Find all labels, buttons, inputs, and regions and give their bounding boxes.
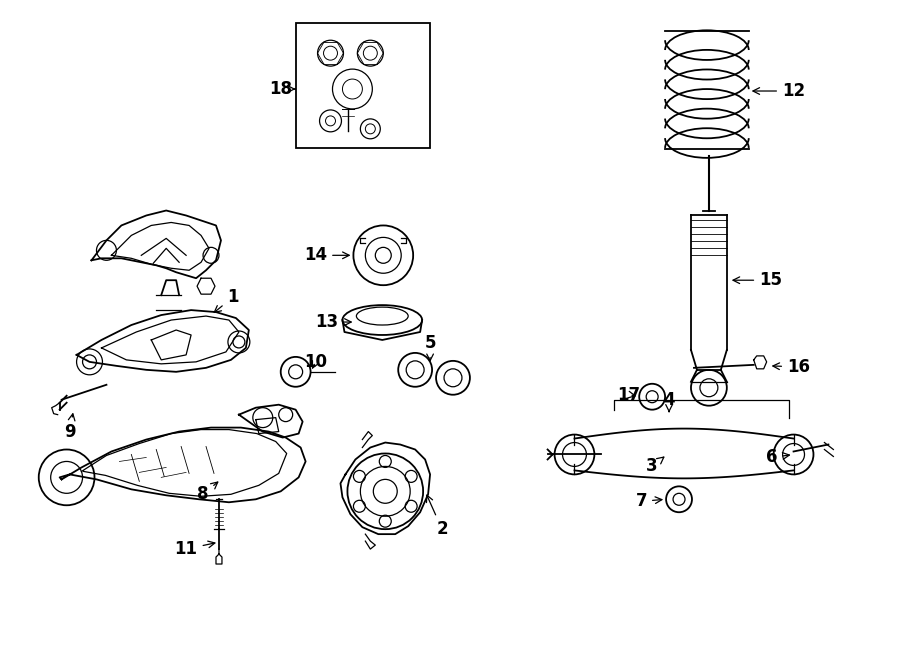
Text: 12: 12 bbox=[753, 82, 806, 100]
Text: 15: 15 bbox=[733, 271, 782, 290]
Text: 3: 3 bbox=[646, 457, 664, 475]
Text: 18: 18 bbox=[269, 80, 295, 98]
Text: 2: 2 bbox=[427, 495, 448, 538]
Text: 5: 5 bbox=[424, 334, 436, 361]
Text: 17: 17 bbox=[617, 386, 641, 404]
Text: 7: 7 bbox=[635, 492, 662, 510]
Text: 14: 14 bbox=[304, 247, 349, 264]
Text: 8: 8 bbox=[197, 482, 218, 503]
Text: 11: 11 bbox=[175, 540, 215, 558]
Text: 4: 4 bbox=[663, 391, 675, 412]
Text: 10: 10 bbox=[304, 353, 327, 371]
Bar bbox=[296, 23, 430, 148]
Text: 1: 1 bbox=[214, 288, 238, 313]
Text: 9: 9 bbox=[64, 414, 76, 441]
Text: 16: 16 bbox=[773, 358, 810, 376]
Text: 6: 6 bbox=[766, 448, 789, 467]
Text: 13: 13 bbox=[315, 313, 351, 331]
